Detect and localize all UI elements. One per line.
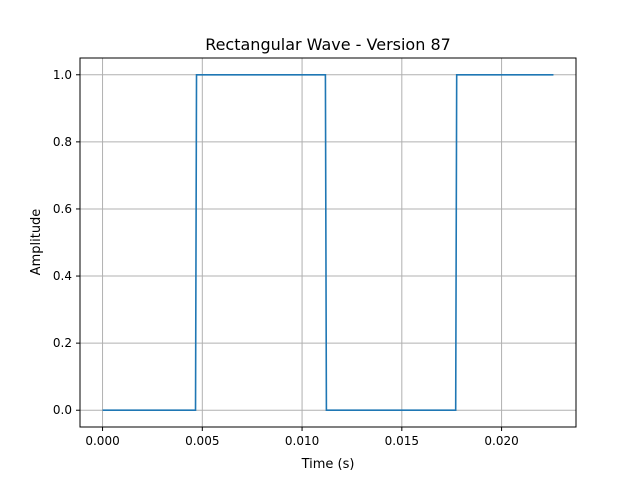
y-tick-label: 1.0 (53, 68, 72, 82)
y-tick-label: 0.2 (53, 336, 72, 350)
x-tick-label: 0.005 (185, 434, 219, 448)
x-tick-label: 0.020 (484, 434, 518, 448)
x-tick-label: 0.010 (285, 434, 319, 448)
x-axis: 0.000 0.005 0.010 0.015 0.020 (85, 427, 519, 448)
x-tick-label: 0.000 (85, 434, 119, 448)
chart-title: Rectangular Wave - Version 87 (205, 35, 451, 54)
y-tick-label: 0.8 (53, 135, 72, 149)
y-tick-label: 0.6 (53, 202, 72, 216)
series-line (102, 73, 554, 412)
y-tick-label: 0.4 (53, 269, 72, 283)
y-tick-label: 0.0 (53, 403, 72, 417)
y-axis-label: Amplitude (29, 209, 44, 276)
series-layer (102, 73, 554, 412)
y-axis: 0.0 0.2 0.4 0.6 0.8 1.0 (53, 68, 80, 417)
x-tick-label: 0.015 (385, 434, 419, 448)
grid (80, 58, 576, 427)
plot-frame (79, 57, 577, 428)
x-axis-label: Time (s) (301, 457, 355, 472)
